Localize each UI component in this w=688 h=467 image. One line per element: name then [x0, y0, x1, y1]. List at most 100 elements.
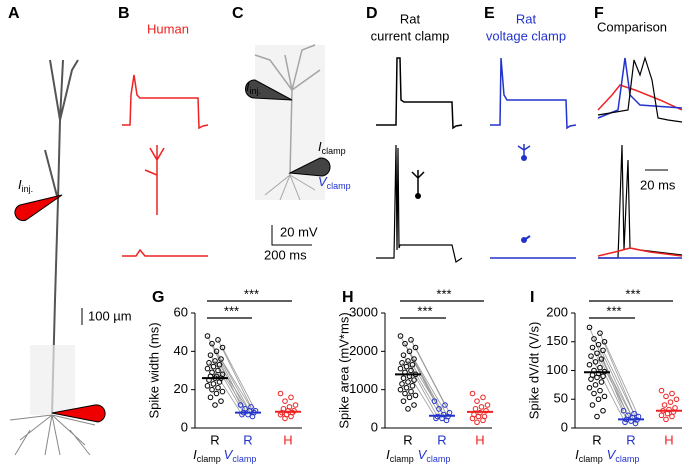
panel-label: G: [152, 289, 164, 306]
trace: [122, 248, 208, 257]
data-point: [436, 406, 442, 412]
pair-line: [415, 347, 450, 413]
pair-line: [602, 350, 638, 421]
data-point: [480, 417, 486, 424]
data-point: [411, 377, 417, 383]
scale-label: 20 ms: [640, 177, 676, 192]
data-point: [594, 350, 600, 357]
data-point: [663, 393, 669, 400]
neuron-icon: [415, 193, 421, 199]
x-sub-label-sub: clamp: [579, 454, 603, 464]
pair-line: [598, 344, 633, 418]
data-point: [443, 417, 450, 424]
y-axis-label: Spike width (ms): [146, 322, 161, 418]
x-tick-label: R: [243, 432, 252, 447]
data-point: [277, 390, 284, 397]
data-point: [400, 398, 407, 404]
panel-title: Rat: [516, 11, 537, 26]
data-point: [399, 360, 405, 366]
x-sub-label-sub: clamp: [390, 454, 414, 464]
panel-label: B: [118, 5, 130, 22]
data-point: [595, 396, 602, 403]
data-point: [600, 347, 606, 354]
x-sub-label: Vclamp: [607, 447, 640, 464]
data-point: [597, 330, 603, 336]
data-point: [598, 356, 605, 362]
data-point: [402, 340, 408, 347]
y-tick-label: 150: [546, 333, 568, 348]
data-point: [586, 384, 593, 391]
data-point: [620, 407, 627, 414]
panel-label: E: [484, 5, 495, 22]
neuron-image: [254, 44, 325, 201]
panel-title: Comparison: [597, 19, 667, 34]
y-tick-label: 2000: [349, 343, 378, 358]
data-point: [400, 375, 407, 381]
y-axis-label: Spike dV/dt (V/s): [526, 322, 541, 420]
data-point: [663, 416, 669, 423]
scale-label: 100 µm: [88, 308, 132, 323]
data-point: [403, 384, 410, 391]
data-point: [478, 404, 485, 410]
panel-label: D: [366, 5, 378, 22]
data-point: [397, 333, 404, 339]
label: Iclamp: [318, 139, 346, 156]
trace: [597, 84, 683, 111]
significance-label: ***: [625, 286, 640, 301]
x-sub-label: Vclamp: [418, 447, 451, 464]
data-point: [673, 396, 680, 403]
data-point: [237, 402, 244, 408]
pair-line: [210, 354, 244, 413]
data-point: [411, 356, 417, 362]
x-sub-label-main: V: [224, 447, 234, 462]
data-point: [592, 382, 599, 388]
data-point: [206, 360, 212, 366]
x-tick-label: H: [283, 432, 292, 447]
data-point: [204, 383, 211, 389]
data-point: [586, 324, 593, 331]
data-point: [210, 363, 217, 370]
trace: [122, 74, 209, 130]
significance-label: ***: [244, 286, 259, 301]
data-point: [669, 390, 675, 397]
panel-label: H: [342, 289, 354, 306]
data-point: [598, 379, 605, 385]
data-point: [216, 379, 223, 385]
x-tick-label: R: [592, 432, 601, 447]
x-tick-label: R: [210, 432, 219, 447]
pair-line: [220, 358, 255, 413]
x-tick-label: R: [403, 432, 412, 447]
x-sub-label-main: I: [575, 447, 579, 462]
data-point: [658, 387, 665, 394]
significance-label: ***: [436, 286, 451, 301]
panel-title: current clamp: [371, 28, 450, 43]
x-sub-label-main: I: [193, 447, 197, 462]
label: Vclamp: [318, 174, 351, 191]
label: Iinj.: [246, 79, 261, 96]
data-point: [412, 392, 419, 399]
pair-line: [590, 355, 626, 423]
significance-label: ***: [606, 303, 621, 318]
data-point: [484, 402, 491, 408]
data-point: [215, 367, 221, 374]
x-sub-label: Iclamp: [193, 447, 221, 464]
data-point: [409, 383, 416, 389]
pipette: [245, 79, 293, 101]
pipette: [51, 404, 106, 423]
data-point: [218, 356, 224, 362]
x-sub-label: Iclamp: [386, 447, 414, 464]
y-tick-label: 0: [561, 419, 568, 434]
data-point: [601, 338, 608, 345]
x-sub-label-sub: clamp: [615, 454, 639, 464]
trace: [597, 57, 683, 119]
trace: [376, 144, 463, 263]
panel-title: Rat: [400, 11, 421, 26]
neuron-icon: [521, 155, 527, 161]
x-sub-label-sub: clamp: [232, 454, 256, 464]
scale-label: 200 ms: [264, 247, 307, 262]
trace: [376, 57, 463, 130]
data-point: [483, 407, 489, 414]
y-tick-label: 50: [554, 391, 568, 406]
pair-line: [400, 335, 435, 402]
x-tick-label: R: [437, 432, 446, 447]
